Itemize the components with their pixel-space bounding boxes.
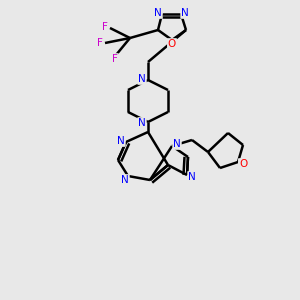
Text: F: F bbox=[102, 22, 108, 32]
Text: N: N bbox=[121, 175, 129, 185]
Text: N: N bbox=[173, 139, 181, 149]
Text: F: F bbox=[97, 38, 103, 48]
Text: N: N bbox=[181, 8, 189, 18]
Text: N: N bbox=[138, 118, 146, 128]
Text: O: O bbox=[239, 159, 247, 169]
Text: N: N bbox=[117, 136, 125, 146]
Text: O: O bbox=[168, 39, 176, 49]
Text: N: N bbox=[154, 8, 162, 18]
Text: N: N bbox=[188, 172, 196, 182]
Text: F: F bbox=[112, 54, 118, 64]
Text: N: N bbox=[138, 74, 146, 84]
